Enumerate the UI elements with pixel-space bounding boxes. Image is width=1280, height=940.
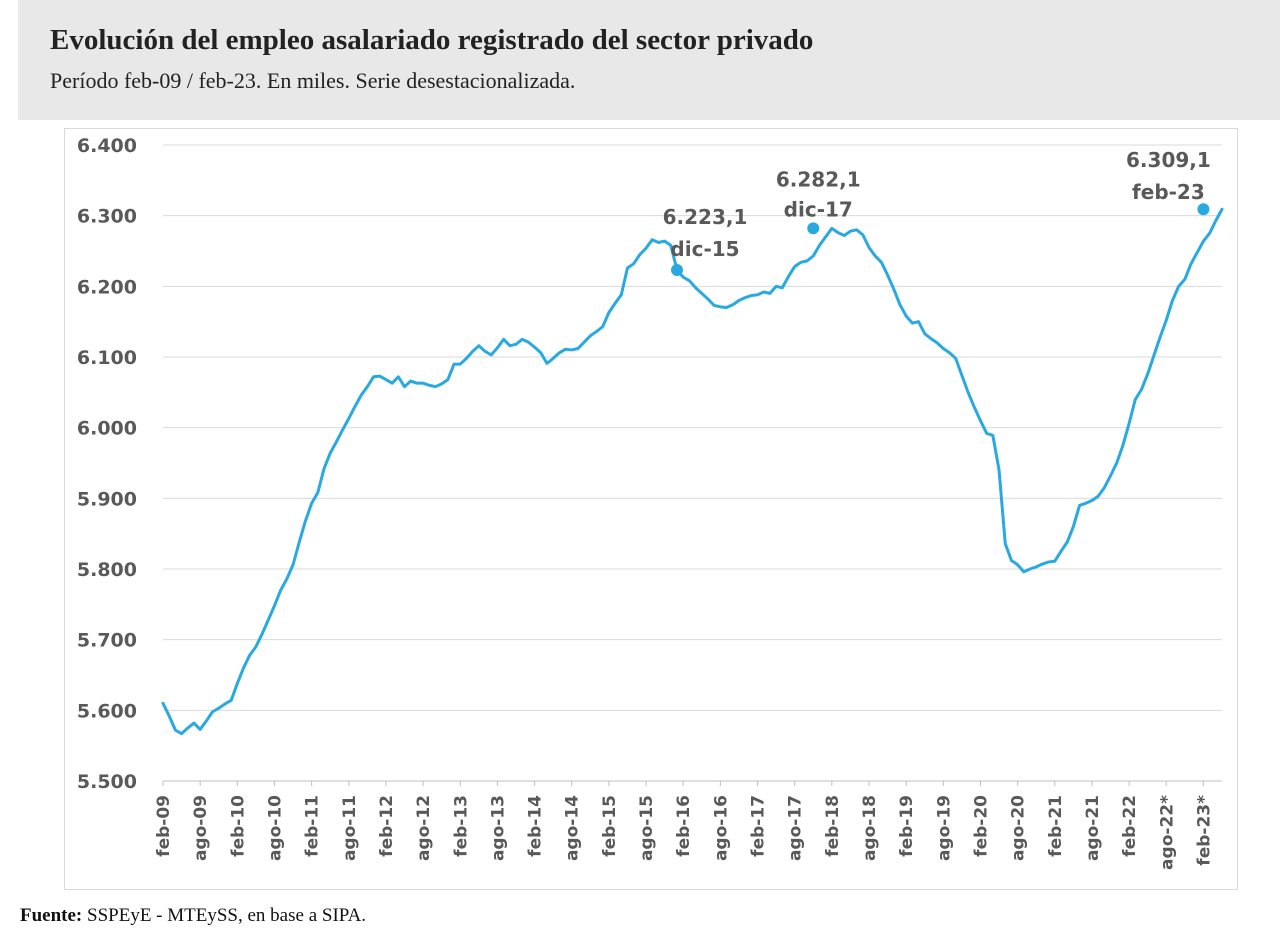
page-subtitle: Período feb-09 / feb-23. En miles. Serie… (50, 68, 576, 93)
x-tick-label: feb-16 (674, 795, 694, 857)
x-tick-label: feb-14 (526, 795, 546, 857)
y-tick-label: 5.700 (77, 630, 137, 652)
x-axis-ticks: feb-09 ago-09 feb-10 ago-10 feb-11 ago-11 feb-… (154, 781, 1214, 870)
x-tick-label: feb-23* (1194, 795, 1214, 866)
header-band (18, 0, 1280, 120)
x-tick-label: feb-21 (1046, 795, 1066, 857)
series-line (161, 207, 1224, 736)
x-tick-label: feb-10 (228, 795, 248, 857)
annotation-date-label: dic-17 (784, 197, 853, 221)
x-tick-label: feb-20 (971, 795, 991, 857)
x-tick-label: feb-13 (451, 795, 471, 857)
grid-lines (163, 144, 1222, 782)
x-tick-label: feb-22 (1120, 795, 1140, 857)
y-tick-label: 5.900 (77, 488, 137, 510)
x-tick-label: feb-11 (303, 795, 323, 857)
annotations: 6.223,1 dic-15 6.282,1 dic-17 6.309,1 feb-23 (663, 148, 1211, 277)
page-title: Evolución del empleo asalariado registra… (50, 24, 814, 56)
source-note: Fuente: SSPEyE - MTEySS, en base a SIPA. (20, 905, 366, 927)
y-tick-label: 6.200 (77, 276, 137, 298)
x-tick-label: ago-12 (414, 795, 434, 861)
x-tick-label: ago-20 (1009, 795, 1029, 861)
y-tick-label: 5.500 (77, 771, 137, 793)
x-tick-label: ago-19 (934, 795, 954, 861)
x-tick-label: ago-13 (488, 795, 508, 861)
x-tick-label: ago-21 (1083, 795, 1103, 861)
x-tick-label: feb-09 (154, 795, 174, 857)
annotation-point (1197, 203, 1210, 216)
annotation-date-label: feb-23 (1132, 180, 1205, 204)
annotation-point (671, 264, 684, 277)
x-tick-label: feb-15 (600, 795, 620, 857)
source-label: Fuente: (20, 905, 83, 926)
x-tick-label: ago-18 (860, 795, 880, 861)
annotation-point (807, 222, 820, 235)
y-tick-label: 6.100 (77, 347, 137, 369)
x-tick-label: feb-12 (377, 795, 397, 857)
annotation-value-label: 6.309,1 (1126, 148, 1211, 172)
annotation-value-label: 6.223,1 (663, 205, 748, 229)
annotation-date-label: dic-15 (670, 237, 739, 261)
x-tick-label: feb-18 (823, 795, 843, 857)
x-tick-label: ago-15 (637, 795, 657, 861)
y-tick-label: 6.400 (77, 135, 137, 157)
source-text: SSPEyE - MTEySS, en base a SIPA. (82, 905, 367, 926)
annotation-value-label: 6.282,1 (776, 167, 861, 191)
series-layer (161, 207, 1224, 736)
x-tick-label: feb-19 (897, 795, 917, 857)
y-axis-ticks: 5.500 5.600 5.700 5.800 5.900 6.000 6.100 6.200… (77, 135, 137, 793)
y-tick-label: 5.800 (77, 559, 137, 581)
x-tick-label: ago-11 (340, 795, 360, 861)
x-tick-label: ago-17 (786, 795, 806, 861)
x-tick-label: ago-14 (563, 795, 583, 861)
x-tick-label: ago-09 (191, 795, 211, 861)
line-chart: 5.500 5.600 5.700 5.800 5.900 6.000 6.100 6.200… (77, 135, 1224, 870)
chart-frame (64, 128, 1238, 890)
y-tick-label: 6.000 (77, 418, 137, 440)
y-tick-label: 6.300 (77, 206, 137, 228)
x-tick-label: ago-16 (711, 795, 731, 861)
y-tick-label: 5.600 (77, 700, 137, 722)
x-tick-label: ago-10 (265, 795, 285, 861)
x-tick-label: ago-22* (1157, 795, 1177, 870)
x-tick-label: feb-17 (749, 795, 769, 857)
